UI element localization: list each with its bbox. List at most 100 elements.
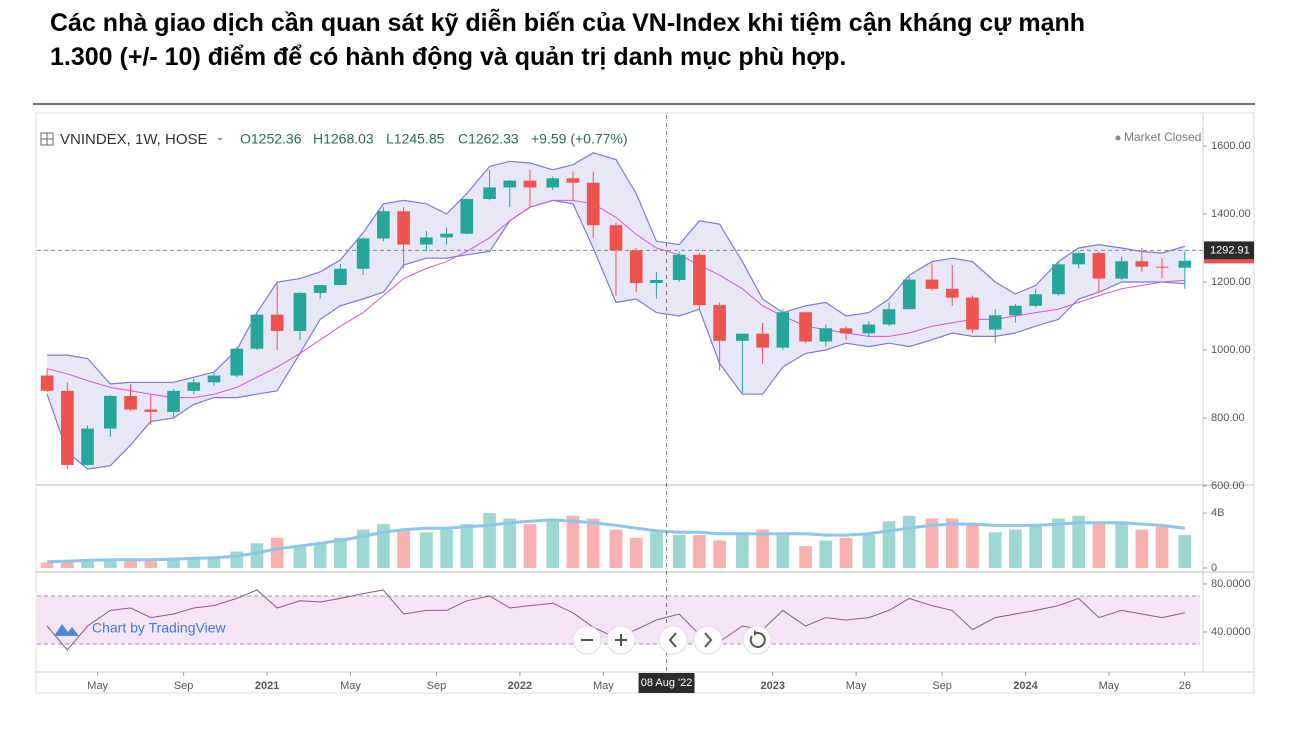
candle-body bbox=[799, 312, 812, 342]
candle-body bbox=[629, 250, 643, 284]
legend-item: L1245.85 bbox=[386, 131, 445, 147]
volume-bar bbox=[902, 515, 916, 568]
legend-item: O1252.36 bbox=[240, 131, 302, 147]
candle-body bbox=[81, 428, 94, 465]
candle-body bbox=[672, 254, 686, 280]
volume-bar bbox=[693, 535, 706, 568]
legend-item: +9.59 (+0.77%) bbox=[531, 131, 628, 147]
volume-bar bbox=[566, 515, 580, 568]
candle-body bbox=[270, 314, 284, 331]
volume-bar bbox=[313, 543, 327, 568]
volume-bar bbox=[1092, 524, 1106, 568]
price-label-box bbox=[1204, 259, 1254, 264]
volume-bar bbox=[988, 532, 1002, 568]
y-tick-label: 80.0000 bbox=[1211, 578, 1251, 590]
candle-body bbox=[1052, 264, 1065, 295]
candle-body bbox=[460, 199, 474, 234]
dropdown-icon[interactable] bbox=[217, 138, 223, 141]
volume-bar bbox=[293, 546, 307, 568]
volume-bar bbox=[1135, 529, 1149, 568]
volume-bar bbox=[187, 558, 201, 568]
candle-body bbox=[250, 314, 264, 349]
candle-body bbox=[483, 187, 496, 200]
volume-bar bbox=[799, 546, 812, 568]
scroll-left-icon bbox=[668, 632, 677, 648]
x-tick-label: May bbox=[1099, 680, 1120, 692]
volume-bar bbox=[966, 524, 979, 568]
reset-button[interactable] bbox=[742, 625, 772, 655]
volume-bar bbox=[546, 519, 560, 568]
candle-body bbox=[420, 237, 433, 245]
volume-bar bbox=[839, 537, 853, 568]
volume-bar bbox=[650, 532, 663, 568]
volume-bar bbox=[819, 540, 833, 568]
candle-body bbox=[693, 254, 706, 306]
volume-bar bbox=[776, 535, 790, 568]
volume-bar bbox=[1155, 526, 1169, 568]
market-status: Market Closed bbox=[1124, 130, 1201, 144]
volume-bar bbox=[167, 559, 180, 568]
x-tick-label: 2023 bbox=[760, 680, 784, 692]
zoom-in-icon bbox=[615, 634, 627, 646]
volume-bar bbox=[925, 518, 939, 568]
volume-bar bbox=[61, 561, 74, 568]
reset-icon bbox=[754, 630, 758, 636]
volume-bar bbox=[81, 561, 94, 568]
candle-body bbox=[902, 279, 916, 310]
legend-item: H1268.03 bbox=[313, 131, 374, 147]
volume-bar bbox=[144, 561, 158, 568]
volume-bar bbox=[207, 557, 221, 568]
y-tick-label: 800.00 bbox=[1211, 412, 1245, 424]
volume-bar bbox=[483, 513, 496, 568]
volume-bar bbox=[1052, 518, 1065, 568]
volume-bar bbox=[523, 524, 537, 568]
volume-bar bbox=[1009, 529, 1022, 568]
candle-body bbox=[40, 375, 54, 391]
candle-body bbox=[586, 182, 600, 226]
y-tick-label: 1400.00 bbox=[1211, 208, 1251, 220]
volume-bar bbox=[503, 518, 517, 568]
volume-bar bbox=[713, 540, 726, 568]
volume-bar bbox=[440, 529, 453, 568]
candle-body bbox=[313, 285, 327, 293]
candle-body bbox=[945, 288, 959, 298]
volume-bar bbox=[334, 537, 347, 568]
volume-bar bbox=[103, 559, 117, 568]
x-tick-label: Sep bbox=[932, 680, 952, 692]
candle-body bbox=[207, 375, 221, 383]
volume-bar bbox=[1072, 515, 1085, 568]
candle-body bbox=[523, 180, 537, 188]
volume-bar bbox=[586, 518, 600, 568]
volume-bar bbox=[250, 543, 264, 568]
heading-line: 1.300 (+/- 10) điểm để có hành động và q… bbox=[50, 43, 847, 71]
volume-bar bbox=[882, 521, 896, 568]
volume-bar bbox=[420, 532, 433, 568]
scroll-left-button[interactable] bbox=[658, 625, 688, 655]
candle-body bbox=[1009, 305, 1022, 316]
candle-body bbox=[356, 238, 370, 269]
x-tick-label: May bbox=[87, 680, 108, 692]
x-tick-label: Sep bbox=[174, 680, 194, 692]
candle-body bbox=[61, 390, 74, 465]
y-tick-label: 1000.00 bbox=[1211, 344, 1251, 356]
candle-body bbox=[819, 328, 833, 342]
volume-bar bbox=[124, 558, 137, 568]
candle-body bbox=[546, 178, 560, 188]
watermark-text: Chart by TradingView bbox=[92, 620, 226, 636]
volume-bar bbox=[397, 529, 410, 568]
candle-body bbox=[144, 409, 158, 412]
candle-body bbox=[103, 395, 117, 429]
x-tick-label: May bbox=[846, 680, 867, 692]
candle-body bbox=[1092, 253, 1106, 279]
candle-body bbox=[839, 328, 853, 334]
volume-bar bbox=[862, 535, 876, 568]
scroll-right-button[interactable] bbox=[693, 625, 723, 655]
legend: VNINDEX, 1W, HOSE O1252.36 H1268.03 L124… bbox=[40, 130, 1201, 148]
heading-line: Các nhà giao dịch cần quan sát kỹ diễn b… bbox=[50, 9, 1086, 37]
x-tick-label: 2021 bbox=[255, 680, 279, 692]
y-tick-label: 4B bbox=[1211, 507, 1224, 519]
candle-body bbox=[230, 348, 244, 376]
volume-bar bbox=[1029, 524, 1042, 568]
x-tick-label: Sep bbox=[427, 680, 447, 692]
